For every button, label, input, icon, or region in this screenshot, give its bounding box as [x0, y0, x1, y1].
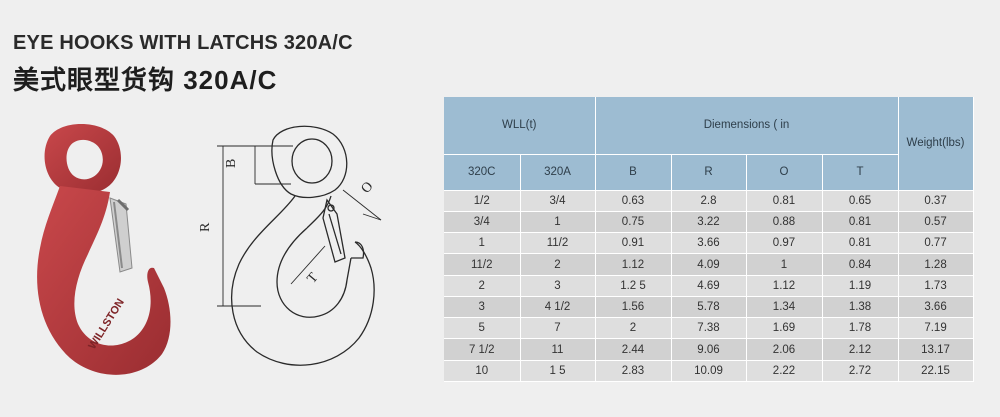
cell-dim-b: 2.83 [595, 360, 672, 383]
cell-dim-o: 1.69 [746, 317, 823, 340]
cell-dim-t: 0.81 [822, 211, 899, 234]
title-chinese: 美式眼型货钩 320A/C [13, 65, 278, 95]
cell-dim-o: 0.97 [746, 232, 823, 255]
cell-dim-r: 2.8 [671, 190, 747, 212]
title-english: EYE HOOKS WITH LATCHS 320A/C [13, 32, 353, 54]
cell-wll-320a: 11/2 [520, 232, 596, 255]
cell-wll-320c: 5 [444, 317, 521, 340]
header-weight: Weight(lbs) [898, 97, 974, 191]
cell-weight: 13.17 [898, 338, 974, 361]
cell-dim-b: 0.91 [595, 232, 672, 255]
cell-dim-r: 4.09 [671, 253, 747, 276]
cell-dim-b: 1.12 [595, 253, 672, 276]
cell-dim-r: 4.69 [671, 275, 747, 297]
cell-weight: 3.66 [898, 296, 974, 319]
cell-wll-320c: 2 [444, 275, 521, 297]
table-body: 1/2 3/4 0.63 2.8 0.81 0.65 0.37 3/4 1 0.75 3.22 0.8… [444, 190, 974, 383]
cell-wll-320a: 1 5 [520, 360, 596, 383]
header-320c: 320C [444, 154, 521, 191]
table-row: 2 3 1.2 5 4.69 1.12 1.19 1.73 [444, 275, 974, 297]
cell-dim-o: 0.81 [746, 190, 823, 212]
cell-weight: 0.77 [898, 232, 974, 255]
header-o: O [746, 154, 823, 191]
header-320a: 320A [520, 154, 596, 191]
cell-wll-320c: 7 1/2 [444, 338, 521, 361]
embossed-brand-text: WILLSTON [86, 297, 127, 352]
cell-weight: 7.19 [898, 317, 974, 340]
header-b: B [595, 154, 672, 191]
cell-wll-320a: 2 [520, 253, 596, 276]
table-row: 10 1 5 2.83 10.09 2.22 2.72 22.15 [444, 360, 974, 383]
cell-weight: 1.28 [898, 253, 974, 276]
header-wll: WLL(t) [444, 97, 596, 155]
cell-dim-b: 1.2 5 [595, 275, 672, 297]
cell-dim-r: 3.66 [671, 232, 747, 255]
dimension-label-r: R [198, 222, 213, 232]
cell-wll-320a: 7 [520, 317, 596, 340]
cell-dim-b: 0.63 [595, 190, 672, 212]
cell-wll-320c: 11/2 [444, 253, 521, 276]
table-row: 1 11/2 0.91 3.66 0.97 0.81 0.77 [444, 232, 974, 255]
cell-weight: 0.57 [898, 211, 974, 234]
cell-dim-b: 1.56 [595, 296, 672, 319]
cell-dim-t: 0.84 [822, 253, 899, 276]
cell-dim-o: 2.06 [746, 338, 823, 361]
table-row: 11/2 2 1.12 4.09 1 0.84 1.28 [444, 253, 974, 276]
cell-dim-t: 2.72 [822, 360, 899, 383]
cell-dim-o: 1.34 [746, 296, 823, 319]
cell-dim-r: 10.09 [671, 360, 747, 383]
cell-dim-o: 0.88 [746, 211, 823, 234]
table-row: 7 1/2 11 2.44 9.06 2.06 2.12 13.17 [444, 338, 974, 361]
cell-dim-b: 0.75 [595, 211, 672, 234]
hook-photo: WILLSTON [37, 124, 171, 375]
cell-weight: 22.15 [898, 360, 974, 383]
dimension-label-o: O [359, 179, 377, 196]
cell-wll-320a: 1 [520, 211, 596, 234]
header-r: R [671, 154, 747, 191]
cell-dim-o: 2.22 [746, 360, 823, 383]
cell-dim-t: 0.65 [822, 190, 899, 212]
table-row: 3/4 1 0.75 3.22 0.88 0.81 0.57 [444, 211, 974, 234]
cell-dim-t: 0.81 [822, 232, 899, 255]
table-row: 5 7 2 7.38 1.69 1.78 7.19 [444, 317, 974, 340]
dimension-label-t: T [305, 270, 322, 287]
cell-wll-320c: 1/2 [444, 190, 521, 212]
dimension-label-b: B [224, 159, 239, 168]
cell-dim-r: 3.22 [671, 211, 747, 234]
table-row: 1/2 3/4 0.63 2.8 0.81 0.65 0.37 [444, 190, 974, 212]
cell-wll-320c: 3/4 [444, 211, 521, 234]
cell-dim-r: 5.78 [671, 296, 747, 319]
cell-dim-o: 1 [746, 253, 823, 276]
cell-dim-r: 9.06 [671, 338, 747, 361]
cell-dim-t: 1.19 [822, 275, 899, 297]
cell-dim-t: 2.12 [822, 338, 899, 361]
hook-technical-drawing: B R O T [198, 125, 382, 366]
cell-dim-t: 1.38 [822, 296, 899, 319]
header-dimensions: Diemensions ( in [595, 97, 899, 155]
cell-wll-320c: 1 [444, 232, 521, 255]
cell-dim-o: 1.12 [746, 275, 823, 297]
cell-wll-320a: 3 [520, 275, 596, 297]
header-t: T [822, 154, 899, 191]
cell-dim-t: 1.78 [822, 317, 899, 340]
cell-wll-320c: 10 [444, 360, 521, 383]
cell-weight: 0.37 [898, 190, 974, 212]
cell-wll-320a: 11 [520, 338, 596, 361]
cell-dim-r: 7.38 [671, 317, 747, 340]
cell-dim-b: 2.44 [595, 338, 672, 361]
cell-wll-320a: 3/4 [520, 190, 596, 212]
cell-wll-320a: 4 1/2 [520, 296, 596, 319]
cell-dim-b: 2 [595, 317, 672, 340]
cell-wll-320c: 3 [444, 296, 521, 319]
specification-table: WLL(t) Diemensions ( in Weight(lbs) 320C… [444, 97, 974, 383]
cell-weight: 1.73 [898, 275, 974, 297]
